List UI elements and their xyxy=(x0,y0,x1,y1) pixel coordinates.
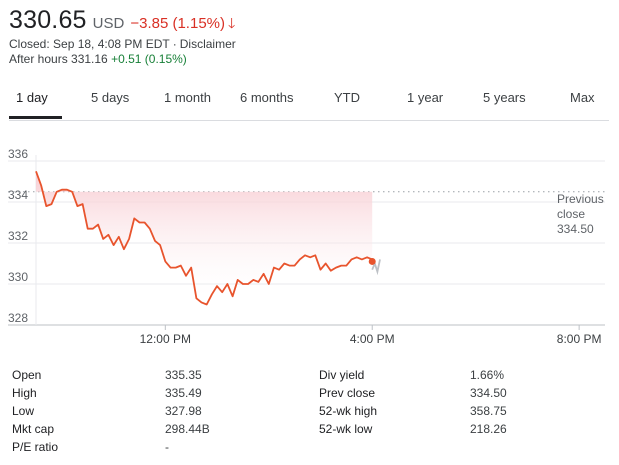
active-tab-indicator xyxy=(9,116,62,119)
stat-label: Mkt cap xyxy=(12,422,55,436)
stat-value: 335.49 xyxy=(165,386,202,400)
stat-row: Open 335.35 xyxy=(12,366,242,384)
tab-5-years[interactable]: 5 years xyxy=(483,90,526,105)
tab-6-months[interactable]: 6 months xyxy=(240,90,294,105)
stat-value: 334.50 xyxy=(470,386,507,400)
currency: USD xyxy=(92,15,125,32)
y-tick-label: 332 xyxy=(8,229,28,243)
stat-value: 327.98 xyxy=(165,404,202,418)
previous-close-label: 334.50 xyxy=(557,222,594,236)
y-tick-label: 334 xyxy=(8,188,28,202)
tab-max[interactable]: Max xyxy=(570,90,595,105)
stat-value: 335.35 xyxy=(165,368,202,382)
tab-1-month[interactable]: 1 month xyxy=(164,90,211,105)
current-price: 330.65 xyxy=(9,6,87,34)
price-line xyxy=(35,170,373,306)
y-tick-label: 330 xyxy=(8,270,28,284)
stat-row: Mkt cap 298.44B xyxy=(12,420,242,438)
after-hours-change: +0.51 (0.15%) xyxy=(111,52,187,66)
stats-right: Div yield 1.66% Prev close 334.50 52-wk hi… xyxy=(319,366,579,438)
previous-close-label: close xyxy=(557,207,585,221)
stat-row: Low 327.98 xyxy=(12,402,242,420)
previous-close-label: Previous xyxy=(557,192,604,206)
stat-label: Open xyxy=(12,368,42,382)
stat-row: P/E ratio - xyxy=(12,438,242,456)
after-hours-info: After hours 331.16 +0.51 (0.15%) xyxy=(9,52,236,67)
tab-ytd[interactable]: YTD xyxy=(334,90,360,105)
stat-label: High xyxy=(12,386,37,400)
closed-text: Closed: Sep 18, 4:08 PM EDT xyxy=(9,37,170,51)
tab-5-days[interactable]: 5 days xyxy=(91,90,130,105)
quote-header: 330.65 USD −3.85 (1.15%) 🡓 Closed: Sep 1… xyxy=(9,6,236,67)
stat-row: Div yield 1.66% xyxy=(319,366,579,384)
stats-left: Open 335.35 High 335.49 Low 327.98 Mkt cap 2… xyxy=(12,366,242,456)
stat-row: High 335.49 xyxy=(12,384,242,402)
price-change: −3.85 (1.15%) xyxy=(130,15,225,32)
x-tick-label: 12:00 PM xyxy=(140,332,191,346)
y-tick-label: 328 xyxy=(8,311,28,325)
stat-row: 52-wk low 218.26 xyxy=(319,420,579,438)
stat-label: 52-wk low xyxy=(319,422,373,436)
x-tick-label: 4:00 PM xyxy=(350,332,395,346)
stat-label: 52-wk high xyxy=(319,404,378,418)
closed-info: Closed: Sep 18, 4:08 PM EDT · Disclaimer xyxy=(9,37,236,51)
stat-row: 52-wk high 358.75 xyxy=(319,402,579,420)
stat-label: P/E ratio xyxy=(12,440,59,454)
stat-label: Div yield xyxy=(319,368,365,382)
stat-value: 298.44B xyxy=(165,422,210,436)
stat-value: 218.26 xyxy=(470,422,507,436)
range-tabs: 1 day 5 days 1 month 6 months YTD 1 year… xyxy=(9,86,609,121)
after-hours-line xyxy=(371,259,381,276)
stat-row: Prev close 334.50 xyxy=(319,384,579,402)
stat-value: 358.75 xyxy=(470,404,507,418)
tab-1-year[interactable]: 1 year xyxy=(407,90,444,105)
down-arrow-icon: 🡓 xyxy=(228,15,236,31)
price-area-fill xyxy=(36,171,373,305)
stat-label: Prev close xyxy=(319,386,376,400)
x-tick-label: 8:00 PM xyxy=(557,332,602,346)
y-tick-label: 336 xyxy=(8,147,28,161)
stat-label: Low xyxy=(12,404,35,418)
last-price-dot xyxy=(368,257,376,265)
stat-value: 1.66% xyxy=(470,368,505,382)
stat-value: - xyxy=(165,440,169,454)
price-chart[interactable]: 336 334 332 330 328 12:00 PM 4:00 PM 8:00 PM Pre… xyxy=(0,140,619,355)
disclaimer-link[interactable]: Disclaimer xyxy=(179,37,236,51)
price-row: 330.65 USD −3.85 (1.15%) 🡓 xyxy=(9,6,236,37)
after-hours-label: After hours 331.16 xyxy=(9,52,108,66)
tab-1-day[interactable]: 1 day xyxy=(16,90,48,105)
